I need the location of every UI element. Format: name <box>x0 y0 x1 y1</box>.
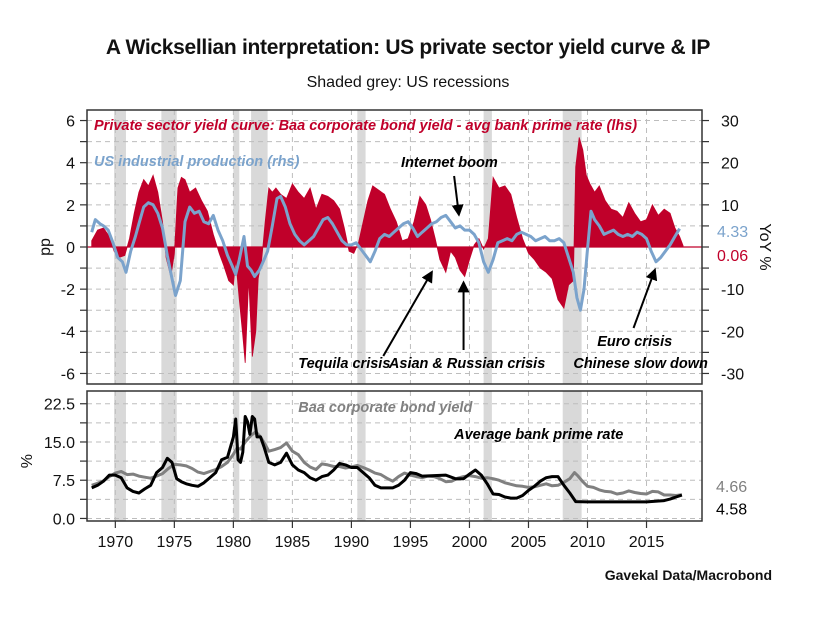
recession-band-bottom <box>483 391 492 521</box>
baa-yield-line <box>91 430 683 497</box>
x-tick-label: 2015 <box>629 534 665 551</box>
bottom-panel-frame <box>86 390 703 522</box>
y-tick-label-right: 30 <box>721 114 739 131</box>
legend-yield-curve: Private sector yield curve: Baa corporat… <box>94 118 637 134</box>
y-tick-label-right: -20 <box>721 324 744 341</box>
recession-band-bottom <box>233 391 240 521</box>
annotation-tequila-crisis: Tequila crisis <box>298 356 390 372</box>
x-tick-label: 1990 <box>334 534 370 551</box>
annotation-chinese-slow-down: Chinese slow down <box>573 356 708 372</box>
y-tick-label-left: 2 <box>66 198 75 215</box>
y-tick-label-bottom: 0.0 <box>53 511 75 528</box>
y-tick-label-right: 10 <box>721 198 739 215</box>
legend-prime-rate: Average bank prime rate <box>453 427 623 443</box>
recession-band-bottom <box>251 391 268 521</box>
y-tick-label-left: -4 <box>61 324 75 341</box>
prime-rate-line <box>91 415 683 504</box>
annotation-internet-boom: Internet boom <box>401 155 498 171</box>
x-tick-label: 1995 <box>393 534 429 551</box>
recession-band-bottom <box>161 391 177 521</box>
industrial-production-line <box>90 194 681 312</box>
x-tick-label: 1980 <box>216 534 252 551</box>
arrow-tequila-crisis <box>382 270 433 357</box>
y-tick-label-left: -2 <box>61 282 75 299</box>
y-tick-label-bottom: 15.0 <box>44 435 75 452</box>
x-tick-label: 2005 <box>511 534 547 551</box>
y-tick-label-right: -10 <box>721 282 744 299</box>
annotation-euro-crisis: Euro crisis <box>597 334 672 350</box>
arrow-euro-crisis <box>632 267 658 329</box>
yield-curve-area <box>91 137 684 363</box>
arrow-internet-boom <box>451 175 464 217</box>
ip-last-value-label: 4.33 <box>717 224 748 241</box>
grid-bottom <box>87 391 702 521</box>
y-tick-label-bottom: 7.5 <box>53 473 75 490</box>
annotation-asian-russian-crisis: Asian & Russian crisis <box>388 356 545 372</box>
y-axis-title-right: YoY % <box>756 223 773 270</box>
source-credit: Gavekal Data/Macrobond <box>604 567 772 583</box>
prime-last-value-label: 4.58 <box>716 502 747 519</box>
yield-curve-last-value-label: 0.06 <box>717 248 748 265</box>
y-tick-label-left: -6 <box>61 366 75 383</box>
y-tick-label-left: 0 <box>66 240 75 257</box>
x-tick-label: 1970 <box>98 534 134 551</box>
y-tick-label-left: 6 <box>66 114 75 131</box>
x-tick-label: 2010 <box>570 534 606 551</box>
legend-industrial-production: US industrial production (rhs) <box>94 154 300 170</box>
chart-title: A Wicksellian interpretation: US private… <box>105 36 711 59</box>
recession-band-bottom <box>357 391 366 521</box>
x-tick-label: 2000 <box>452 534 488 551</box>
y-tick-label-right: 20 <box>721 156 739 173</box>
y-axis-title-bottom: % <box>19 454 36 468</box>
y-tick-label-right: -30 <box>721 366 744 383</box>
x-tick-label: 1985 <box>275 534 311 551</box>
y-axis-title-left: pp <box>37 238 54 256</box>
legend-baa-yield: Baa corporate bond yield <box>298 400 473 416</box>
y-tick-label-bottom: 22.5 <box>44 397 75 414</box>
baa-last-value-label: 4.66 <box>716 479 747 496</box>
chart-subtitle: Shaded grey: US recessions <box>306 74 510 91</box>
recession-band-bottom <box>114 391 126 521</box>
x-tick-label: 1975 <box>157 534 193 551</box>
y-tick-label-left: 4 <box>66 156 75 173</box>
